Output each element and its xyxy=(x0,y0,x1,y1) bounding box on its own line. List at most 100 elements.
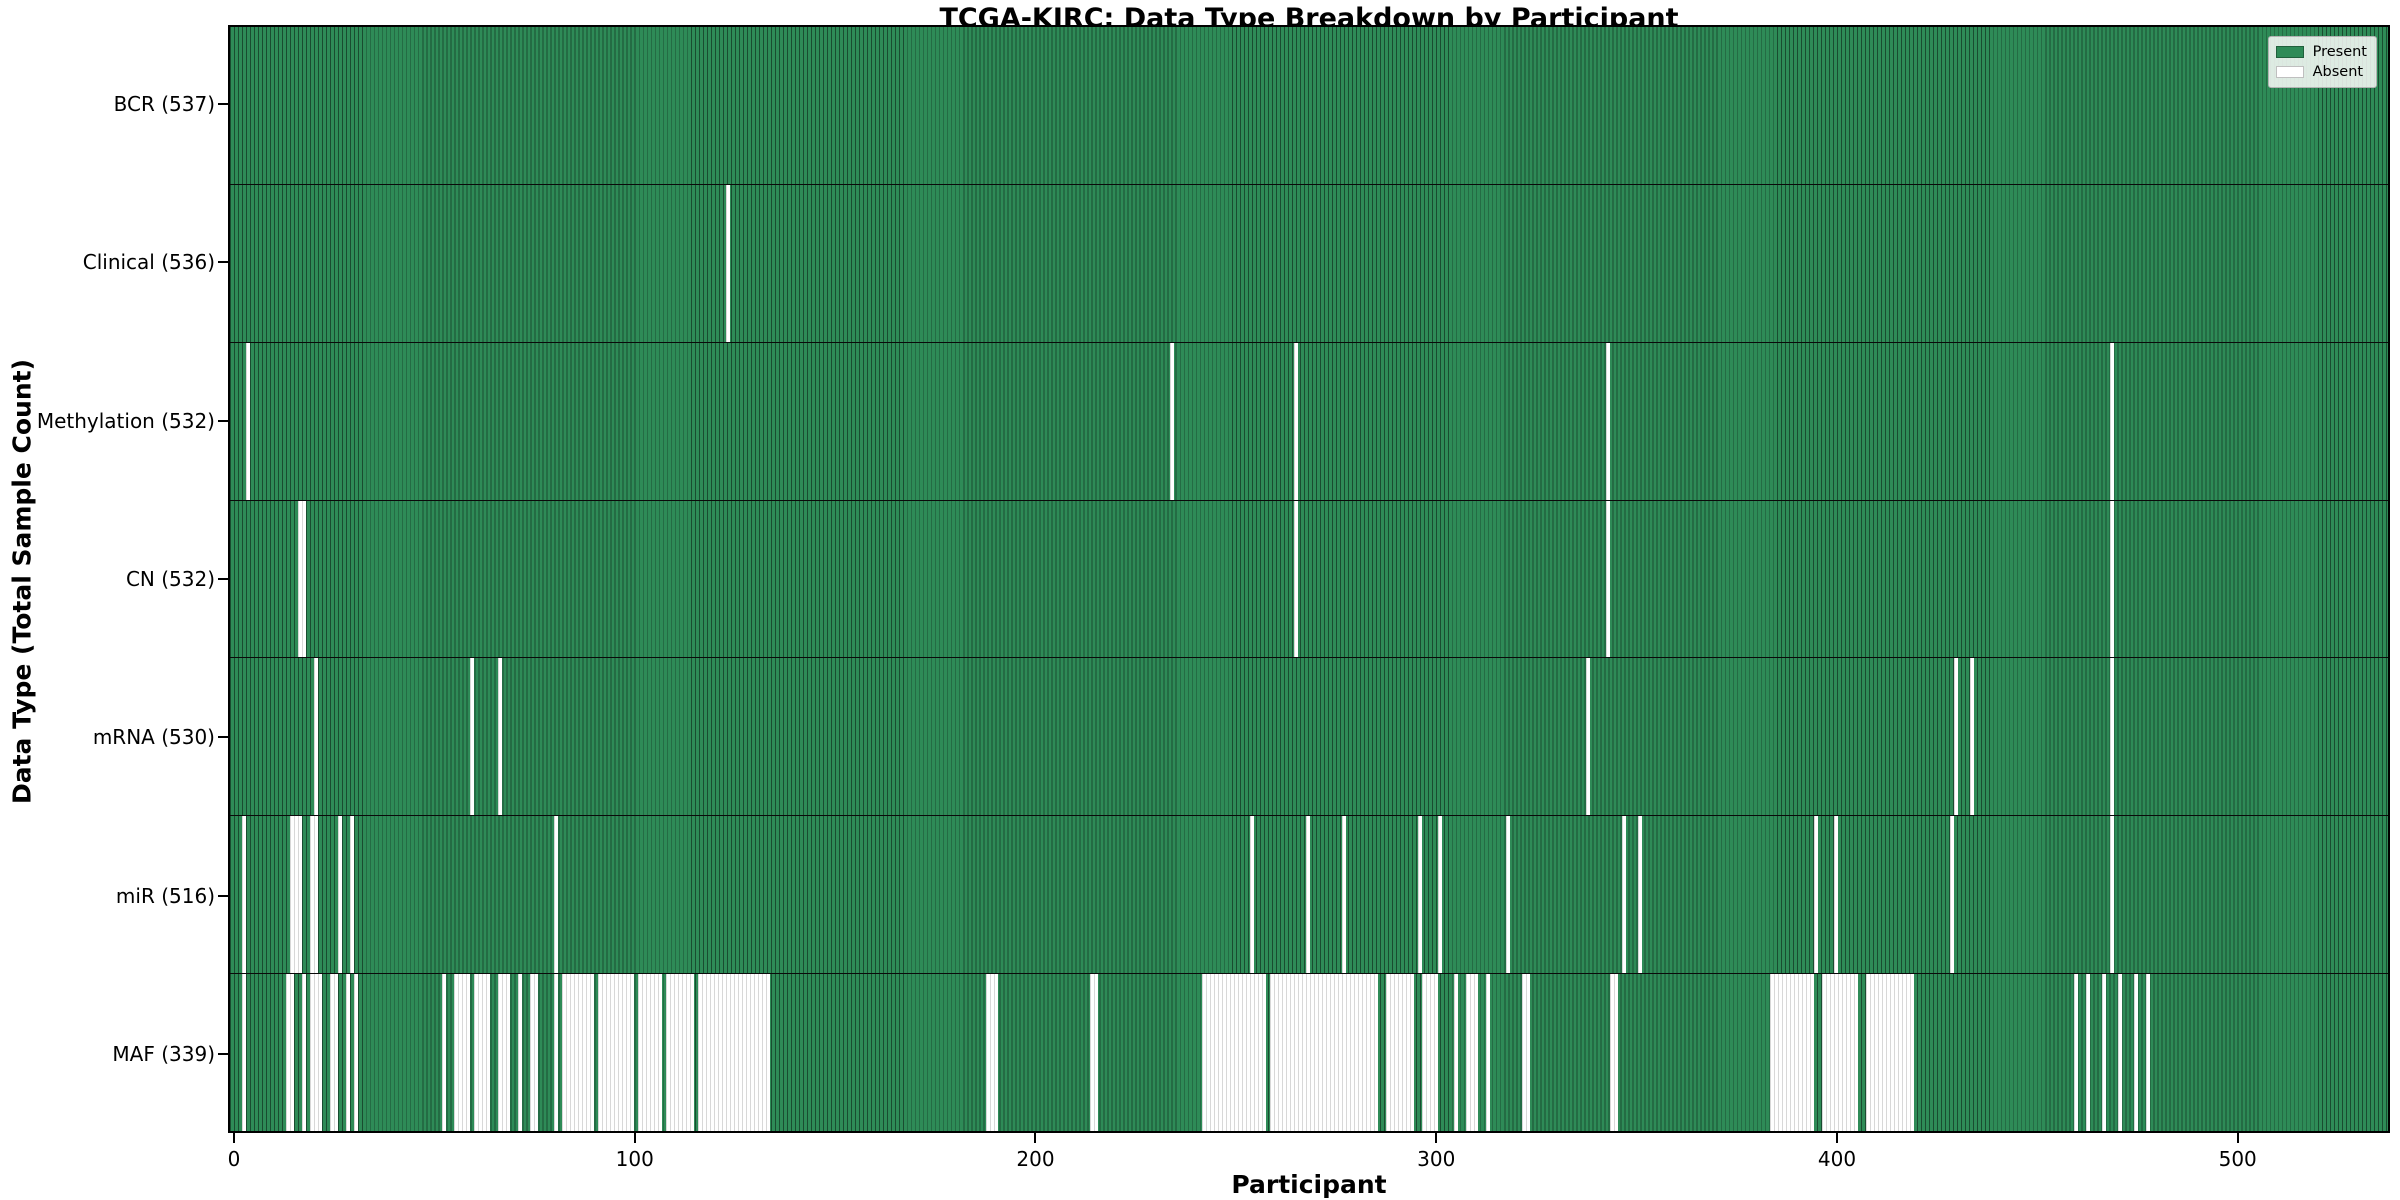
absent-stripe xyxy=(1610,974,1618,1132)
row-mRNA xyxy=(230,657,2388,816)
absent-stripe xyxy=(562,974,594,1132)
row-CN xyxy=(230,499,2388,658)
absent-stripe xyxy=(1506,816,1510,974)
present-swatch-icon xyxy=(2275,46,2304,58)
absent-stripe xyxy=(1834,816,1838,974)
absent-stripe xyxy=(1522,974,1530,1132)
absent-stripe xyxy=(1970,658,1974,816)
y-tick-mark xyxy=(218,1052,228,1055)
absent-stripe xyxy=(598,974,634,1132)
absent-stripe xyxy=(442,974,446,1132)
absent-stripe xyxy=(518,974,522,1132)
x-tick-mark xyxy=(2236,1133,2239,1143)
absent-stripe xyxy=(1170,342,1174,500)
y-tick-label-BCR: BCR (537) xyxy=(113,92,215,117)
x-tick-label-0: 0 xyxy=(227,1147,241,1171)
absent-stripe xyxy=(2074,974,2078,1132)
x-tick-mark xyxy=(1835,1133,1838,1143)
absent-stripe xyxy=(554,816,558,974)
x-tick-label-100: 100 xyxy=(615,1147,654,1171)
absent-stripe xyxy=(2110,658,2114,816)
absent-stripe xyxy=(1438,816,1442,974)
absent-stripe xyxy=(2146,974,2150,1132)
absent-stripe xyxy=(498,974,510,1132)
absent-stripe xyxy=(1866,974,1914,1132)
absent-stripe xyxy=(1418,816,1422,974)
row-Clinical xyxy=(230,183,2388,342)
y-tick-label-mRNA: mRNA (530) xyxy=(92,725,215,750)
y-tick-mark xyxy=(218,419,228,422)
absent-stripe xyxy=(470,658,474,816)
absent-stripe xyxy=(1422,974,1438,1132)
absent-stripe xyxy=(2110,342,2114,500)
absent-stripe xyxy=(245,342,250,500)
absent-stripe xyxy=(1638,816,1642,974)
absent-stripe xyxy=(454,974,470,1132)
absent-stripe xyxy=(1294,342,1298,500)
absent-stripe xyxy=(1770,974,1814,1132)
x-tick-label-400: 400 xyxy=(1817,1147,1857,1171)
legend-present-label: Present xyxy=(2312,44,2367,60)
x-tick-label-200: 200 xyxy=(1016,1147,1055,1171)
absent-stripe xyxy=(310,816,318,974)
absent-stripe xyxy=(2110,816,2114,974)
x-tick-mark xyxy=(233,1133,235,1143)
absent-stripe xyxy=(302,974,306,1132)
y-tick-mark xyxy=(218,578,228,580)
absent-stripe xyxy=(1622,816,1626,974)
y-tick-mark xyxy=(218,736,228,739)
absent-stripe xyxy=(498,658,502,816)
absent-stripe xyxy=(1250,816,1254,974)
absent-stripe xyxy=(530,974,538,1132)
absent-stripe xyxy=(554,974,558,1132)
absent-stripe xyxy=(290,816,302,974)
absent-stripe xyxy=(1294,500,1298,658)
heatmap-rows xyxy=(230,27,2388,1132)
y-tick-label-Methylation: Methylation (532) xyxy=(36,408,215,433)
absent-stripe xyxy=(1342,816,1346,974)
row-BCR xyxy=(230,27,2388,184)
absent-swatch-icon xyxy=(2275,66,2304,78)
absent-stripe xyxy=(310,974,322,1132)
absent-stripe xyxy=(1202,974,1266,1132)
absent-stripe xyxy=(666,974,694,1132)
absent-stripe xyxy=(2134,974,2138,1132)
y-tick-label-MAF: MAF (339) xyxy=(112,1041,215,1066)
absent-stripe xyxy=(986,974,998,1132)
absent-stripe xyxy=(1954,658,1958,816)
absent-stripe xyxy=(474,974,490,1132)
legend: Present Absent xyxy=(2267,36,2377,88)
absent-stripe xyxy=(1814,816,1818,974)
absent-stripe xyxy=(241,816,246,974)
row-miR xyxy=(230,815,2388,974)
absent-stripe xyxy=(241,974,246,1132)
row-Methylation xyxy=(230,341,2388,500)
absent-stripe xyxy=(1606,500,1610,658)
y-tick-label-CN: CN (532) xyxy=(125,567,215,591)
absent-stripe xyxy=(1454,974,1458,1132)
absent-stripe xyxy=(2118,974,2122,1132)
absent-stripe xyxy=(1386,974,1414,1132)
absent-stripe xyxy=(354,974,358,1132)
y-tick-mark xyxy=(218,103,228,106)
absent-stripe xyxy=(1306,816,1310,974)
absent-stripe xyxy=(1586,658,1590,816)
absent-stripe xyxy=(346,974,350,1132)
y-tick-mark xyxy=(218,261,228,264)
absent-stripe xyxy=(330,974,338,1132)
x-tick-mark xyxy=(1435,1133,1438,1143)
absent-stripe xyxy=(2102,974,2106,1132)
absent-stripe xyxy=(314,658,318,816)
absent-stripe xyxy=(1090,974,1098,1132)
x-tick-mark xyxy=(1034,1133,1037,1143)
absent-stripe xyxy=(286,974,294,1132)
absent-stripe xyxy=(1270,974,1378,1132)
absent-stripe xyxy=(2110,500,2114,658)
x-axis-label: Participant xyxy=(1231,1170,1387,1199)
absent-stripe xyxy=(338,816,342,974)
legend-item-present: Present xyxy=(2275,42,2367,62)
legend-absent-label: Absent xyxy=(2312,64,2364,80)
y-tick-label-Clinical: Clinical (536) xyxy=(82,250,215,275)
absent-stripe xyxy=(1606,342,1610,500)
absent-stripe xyxy=(1950,816,1954,974)
